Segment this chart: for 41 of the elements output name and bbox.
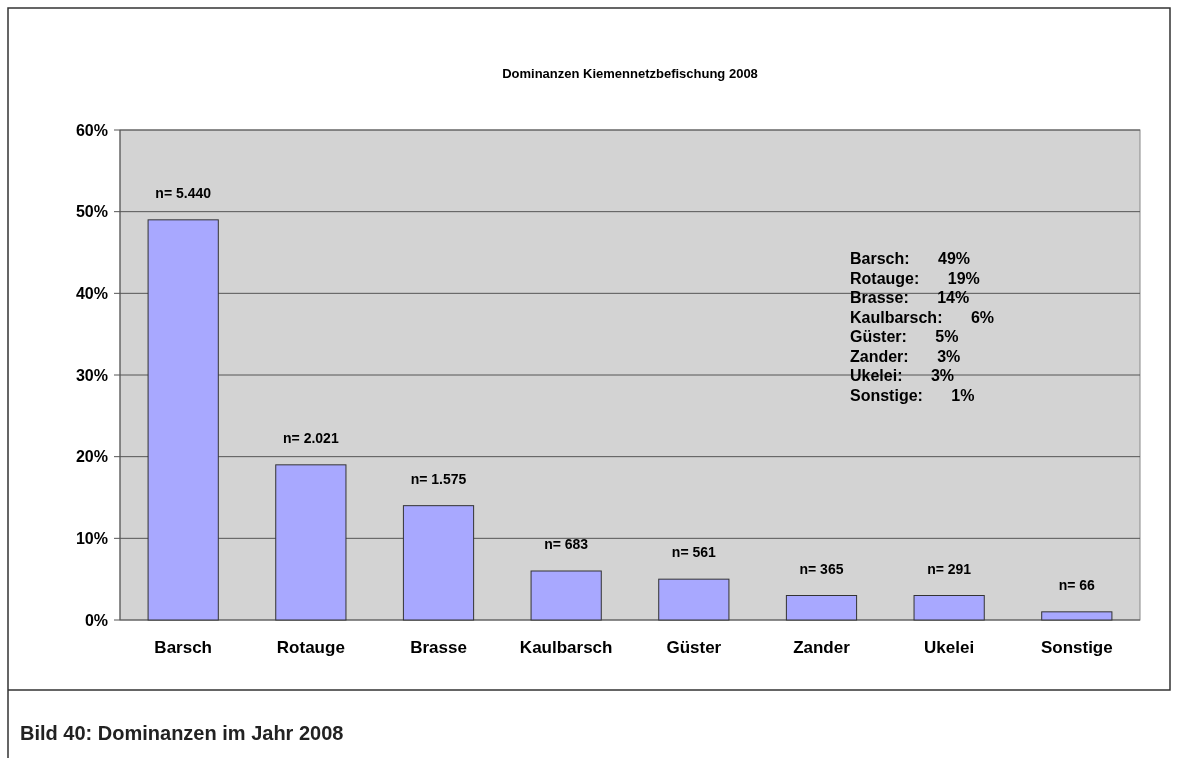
x-tick-label: Ukelei bbox=[924, 638, 975, 657]
text: Brasse: 14% bbox=[850, 289, 970, 306]
text: Zander: 3% bbox=[850, 347, 961, 365]
bar bbox=[1041, 611, 1113, 621]
annotation: n= 1.575 bbox=[410, 470, 467, 487]
annotation: n= 291 bbox=[927, 560, 972, 577]
y-tick-label: 50% bbox=[75, 203, 108, 221]
annotation: n= 683 bbox=[544, 536, 589, 552]
bar bbox=[275, 464, 347, 621]
text: Güster: 5% bbox=[850, 328, 959, 345]
text: Sonstige: 1% bbox=[850, 386, 975, 404]
annotation: n= 365 bbox=[799, 560, 844, 577]
x-tick-label: Sonstige bbox=[1040, 638, 1113, 657]
text: Bild 40: Dominanzen im Jahr 2008 bbox=[20, 722, 344, 744]
y-tick-label: 20% bbox=[75, 448, 108, 466]
y-tick-label: 30% bbox=[75, 366, 108, 384]
bar bbox=[913, 595, 985, 621]
text: Kaulbarsch: 6% bbox=[850, 308, 995, 326]
x-tick-label: Brasse bbox=[410, 638, 467, 657]
text: Barsch: 49% bbox=[850, 250, 971, 267]
annotation: n= 561 bbox=[671, 544, 717, 561]
y-tick-label: 60% bbox=[75, 121, 108, 139]
y-tick-label: 40% bbox=[75, 284, 108, 302]
x-tick-label: Rotauge bbox=[276, 638, 345, 657]
y-tick-label: 0% bbox=[84, 611, 108, 629]
x-tick-label: Kaulbarsch bbox=[519, 638, 613, 657]
bar bbox=[147, 219, 219, 621]
bar bbox=[402, 505, 475, 621]
text: Ukelei: 3% bbox=[850, 367, 955, 384]
y-tick-label: 10% bbox=[75, 529, 108, 547]
x-tick-label: Zander bbox=[793, 638, 851, 657]
text: Rotauge: 19% bbox=[850, 269, 980, 287]
x-tick-label: Barsch bbox=[154, 638, 213, 657]
bar bbox=[530, 570, 602, 621]
x-tick-label: Güster bbox=[666, 638, 722, 657]
bar bbox=[785, 595, 858, 621]
annotation: n= 5.440 bbox=[155, 184, 212, 201]
annotation: n= 2.021 bbox=[283, 429, 339, 446]
bar bbox=[658, 578, 730, 621]
chart-title: Dominanzen Kiemennetzbefischung 2008 bbox=[502, 66, 758, 81]
annotation: n= 66 bbox=[1058, 576, 1096, 593]
